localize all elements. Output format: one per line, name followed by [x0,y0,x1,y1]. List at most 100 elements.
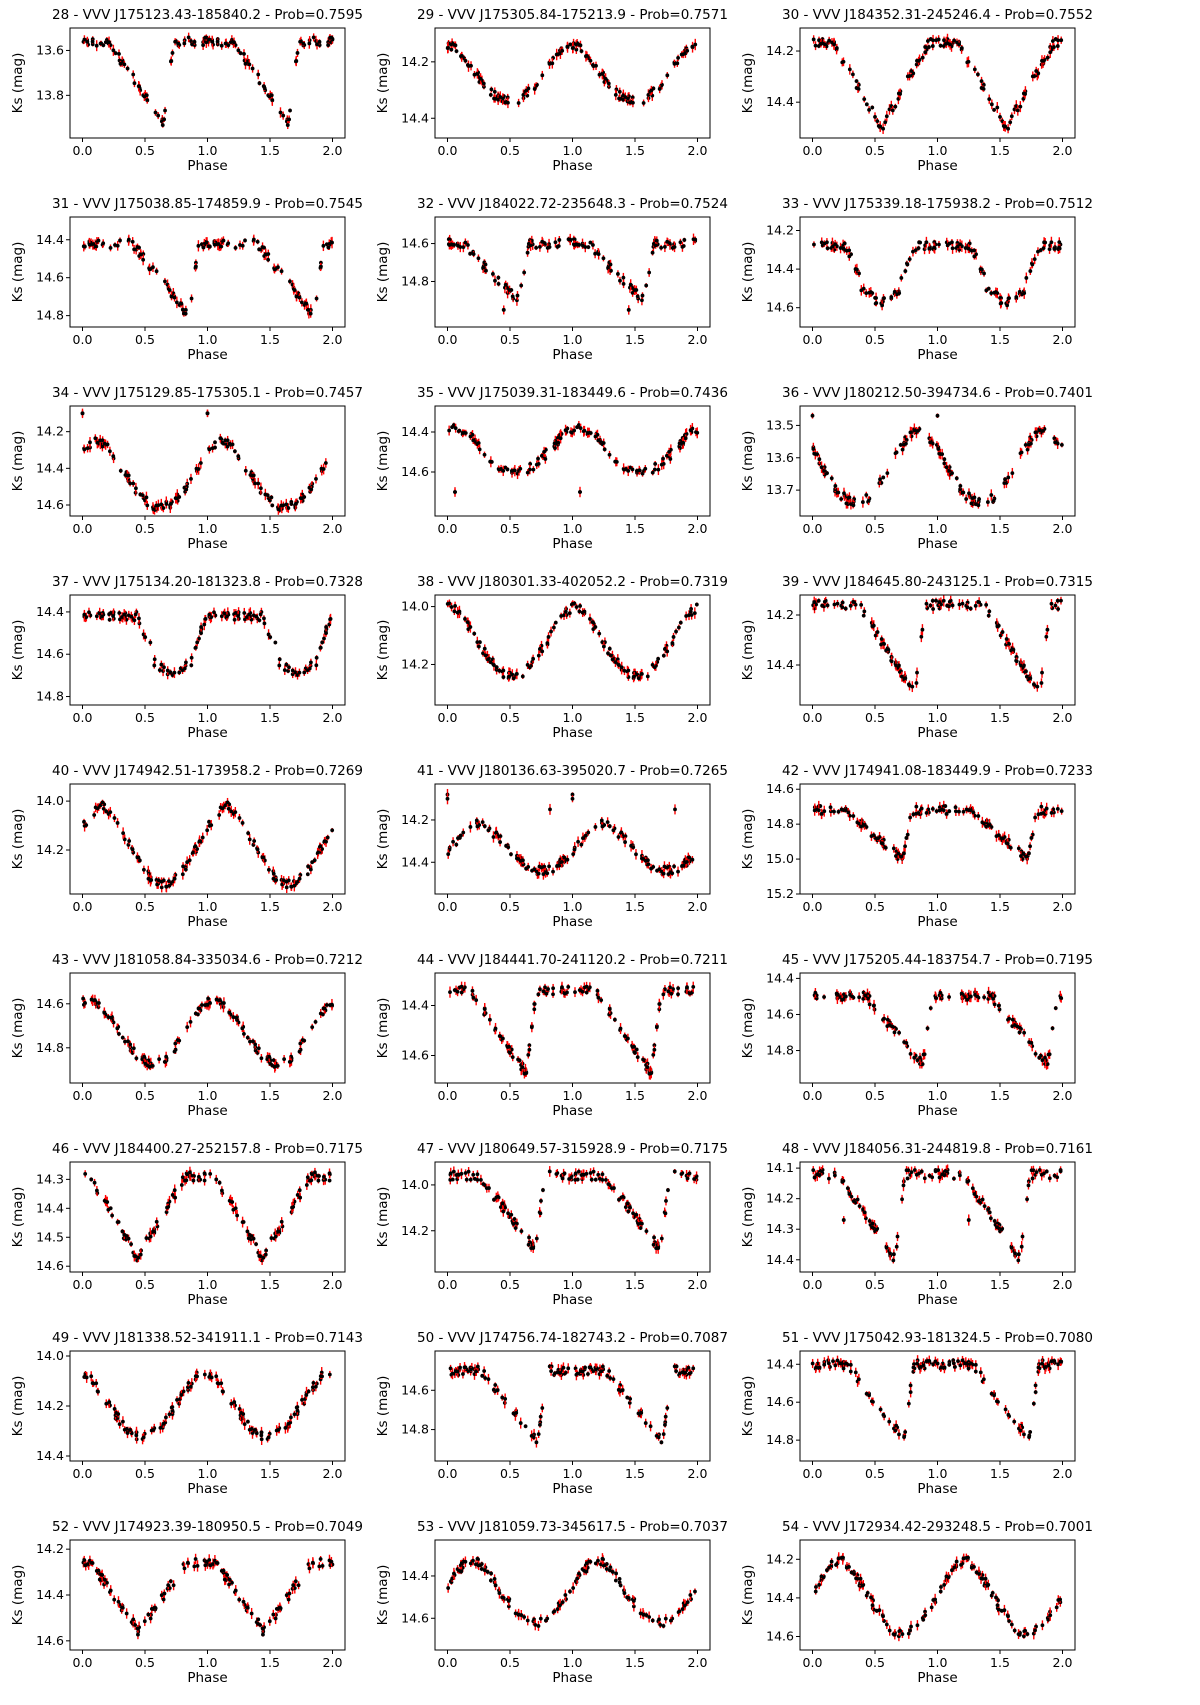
data-point [183,867,188,872]
data-point [223,441,228,446]
data-point [879,841,884,846]
y-tick-label: 14.2 [401,54,429,69]
data-point [470,988,475,993]
data-point [477,447,482,452]
data-point [536,653,541,658]
data-point [593,825,598,829]
data-point [174,300,179,305]
data-point [115,821,120,825]
data-point [300,1038,305,1042]
data-point [601,644,606,649]
x-tick-label: 1.5 [990,710,1010,725]
data-point [919,806,924,811]
data-point [905,74,910,79]
x-tick-label: 1.0 [563,332,583,347]
data-points [82,607,333,680]
data-point [1011,647,1016,652]
data-point [185,1025,190,1029]
x-tick-label: 2.0 [688,710,708,725]
data-point [621,281,626,286]
plot-frame [434,594,711,706]
data-point [90,39,95,44]
data-point [586,431,591,435]
data-point [1012,107,1017,112]
data-point [160,123,165,127]
x-axis-label: Phase [187,725,227,741]
data-point [240,1026,245,1031]
data-point [543,457,548,461]
data-point [832,809,836,814]
data-point [312,858,317,863]
data-point [650,250,655,255]
data-point [454,842,459,847]
data-point [242,611,247,615]
data-point [318,260,323,265]
data-point [626,468,631,473]
data-point [143,1061,148,1066]
lightcurve-panel-43: 43 - VVV J181058.84-335034.6 - Prob=0.72… [10,952,363,1119]
data-point [618,96,623,101]
data-point [223,438,228,443]
x-axis-label: Phase [917,347,957,363]
lightcurve-panel-33: 33 - VVV J175339.18-175938.2 - Prob=0.75… [740,196,1093,363]
data-point [1053,37,1058,41]
data-point [220,806,225,811]
data-point [985,500,990,504]
data-point [1021,91,1026,96]
data-point [449,605,454,609]
data-point [196,467,201,471]
data-point [1024,674,1029,679]
x-tick-label: 1.5 [990,521,1010,536]
data-point [98,438,103,443]
data-point [454,49,459,54]
data-point [560,985,564,990]
data-point [995,105,1000,110]
x-tick-label: 0.5 [500,521,520,536]
data-point [1047,247,1052,251]
data-point [978,267,983,271]
plot-frame [799,27,1076,139]
data-point [1049,240,1054,245]
data-point [894,663,898,668]
lightcurve-panel-37: 37 - VVV J175134.20-181323.8 - Prob=0.73… [10,574,363,741]
data-point [823,42,828,47]
data-point [293,501,298,506]
data-point [957,42,962,47]
data-point [318,645,323,650]
data-point [206,996,211,1001]
data-point [517,1058,522,1063]
data-point [631,845,636,850]
data-point [176,41,181,46]
data-point [827,38,832,43]
data-point [497,467,501,472]
y-tick-label: 14.4 [766,657,794,672]
data-point [307,41,312,46]
data-point [324,625,328,629]
data-point [229,809,234,814]
data-point [957,809,961,814]
x-axis-label: Phase [187,1103,227,1119]
data-point [954,476,959,481]
x-tick-label: 1.5 [260,1088,280,1103]
data-point [187,858,192,863]
lightcurve-panel-29: 29 - VVV J175305.84-175213.9 - Prob=0.75… [375,7,728,174]
data-point [159,502,164,507]
data-point [911,249,915,254]
y-axis-label: Ks (mag) [10,809,26,870]
data-point [916,811,921,815]
data-point [965,605,970,610]
data-point [85,40,90,44]
data-point [1020,857,1025,861]
data-point [118,238,122,243]
data-point [1055,806,1060,811]
data-point [838,246,843,250]
data-point [82,244,87,249]
data-point [574,42,578,47]
data-point [292,883,297,888]
data-point [894,450,899,455]
y-tick-label: 13.8 [36,87,64,102]
data-point [476,256,481,261]
data-point [972,67,977,72]
data-point [1014,295,1019,299]
data-point [126,237,131,242]
